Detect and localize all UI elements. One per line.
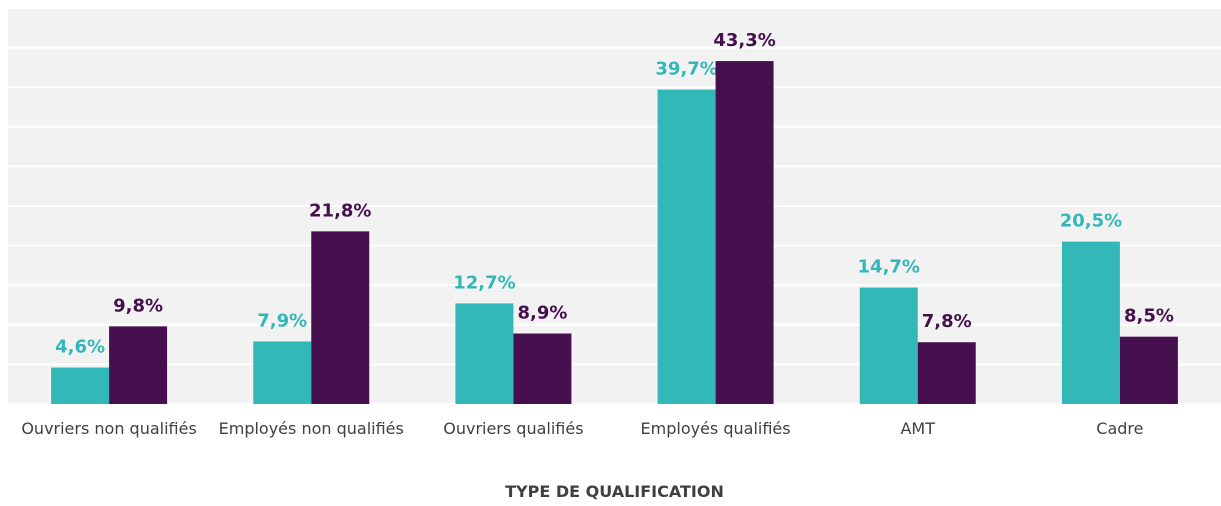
bar (109, 326, 168, 404)
x-axis-label: TYPE DE QUALIFICATION (505, 482, 724, 501)
x-tick-label: AMT (900, 419, 936, 438)
data-label: 7,8% (922, 311, 972, 332)
bar (1061, 241, 1120, 404)
x-tick-label: Employés non qualifiés (218, 419, 404, 438)
bar (917, 342, 976, 404)
data-label: 39,7% (655, 59, 717, 80)
x-tick-label: Cadre (1096, 419, 1144, 438)
x-tick-label: Ouvriers non qualifiés (21, 419, 197, 438)
bar (657, 89, 716, 405)
bar (455, 303, 514, 404)
data-label: 12,7% (453, 272, 515, 293)
data-label: 7,9% (257, 310, 307, 331)
data-label: 14,7% (858, 257, 920, 278)
bar (311, 231, 370, 404)
bar (1119, 336, 1178, 404)
data-label: 20,5% (1060, 211, 1122, 232)
x-tick-label: Employés qualifiés (640, 419, 791, 438)
data-label: 21,8% (309, 200, 371, 221)
data-label: 8,5% (1124, 306, 1174, 327)
data-label: 4,6% (55, 337, 105, 358)
bar (715, 61, 774, 405)
bar (253, 341, 312, 404)
x-tick-label: Ouvriers qualifiés (443, 419, 584, 438)
bar (51, 367, 110, 404)
bar (513, 333, 572, 404)
data-label: 43,3% (713, 30, 775, 51)
data-label: 9,8% (113, 295, 163, 316)
bar (859, 287, 918, 404)
data-label: 8,9% (517, 303, 567, 324)
